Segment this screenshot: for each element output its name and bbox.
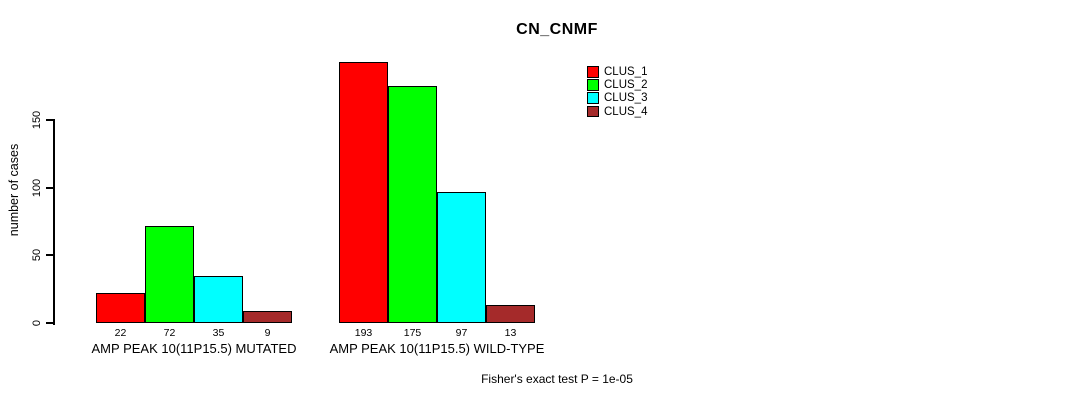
bar-clus_4-group1 (243, 310, 292, 323)
bar-clus_1-group1 (96, 293, 145, 323)
bar-value-label: 9 (264, 327, 271, 339)
bar-value-label: 35 (212, 327, 225, 339)
y-tick-label-text: 50 (31, 249, 43, 262)
legend-swatch-clus_2 (587, 79, 599, 91)
legend-swatch-clus_3 (587, 92, 599, 104)
y-tick-label-text: 100 (31, 178, 43, 197)
bar-value-label: 22 (114, 327, 127, 339)
y-tick-mark (46, 119, 53, 121)
category-label: AMP PEAK 10(11P15.5) MUTATED (91, 341, 297, 356)
y-tick-mark (46, 254, 53, 257)
legend-swatch-clus_4 (587, 105, 599, 118)
y-axis-line (52, 118, 55, 325)
bar-clus_2-group2 (388, 86, 437, 323)
bar-value-label: 13 (504, 327, 517, 339)
bar-clus_4-group2 (486, 305, 535, 323)
legend-label-clus_4: CLUS_4 (604, 105, 648, 118)
fisher-test-annotation: Fisher's exact test P = 1e-05 (481, 372, 633, 386)
category-label: AMP PEAK 10(11P15.5) WILD-TYPE (329, 341, 545, 356)
bar-value-label: 72 (163, 327, 176, 339)
bar-value-label: 97 (455, 327, 468, 339)
legend-label-clus_3: CLUS_3 (604, 92, 648, 105)
bar-clus_3-group2 (437, 191, 486, 323)
chart-title: CN_CNMF (516, 21, 598, 38)
y-axis-label-text: number of cases (7, 143, 21, 237)
legend-swatch-clus_1 (587, 66, 599, 78)
y-tick-label-text: 150 (31, 110, 43, 130)
bar-clus_2-group1 (145, 225, 194, 323)
bar-clus_1-group2 (339, 61, 388, 323)
bar-clus_3-group1 (194, 275, 243, 323)
y-tick-mark (46, 322, 53, 324)
y-tick-mark (46, 186, 53, 189)
bar-value-label: 193 (354, 327, 373, 339)
bar-value-label: 175 (403, 327, 422, 339)
legend-label-clus_2: CLUS_2 (604, 79, 648, 92)
legend-label-clus_1: CLUS_1 (604, 66, 648, 78)
y-tick-label-text: 0 (31, 319, 43, 327)
